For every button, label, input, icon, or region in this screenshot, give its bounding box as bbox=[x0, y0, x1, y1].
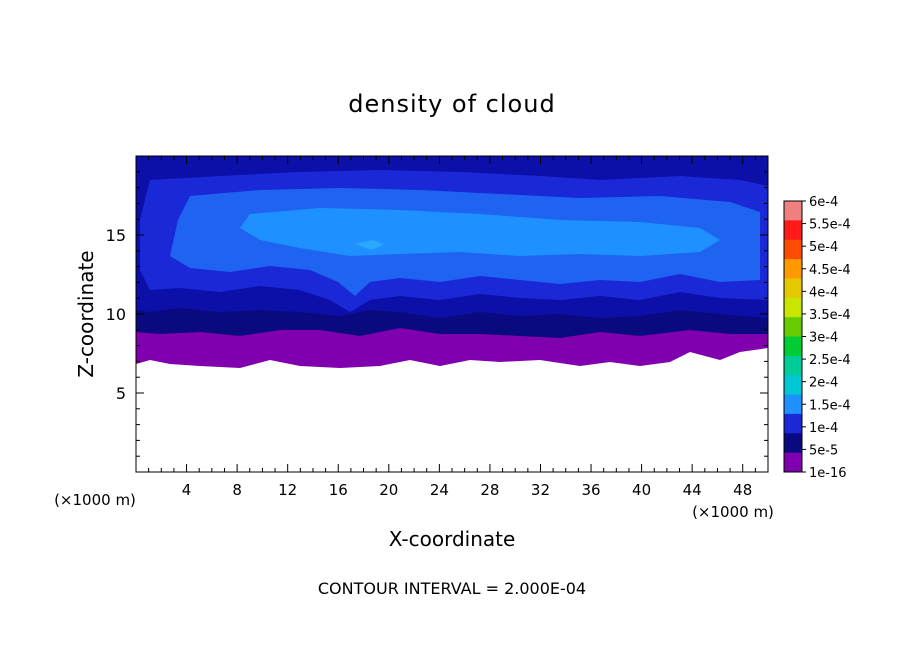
x-tick-label: 48 bbox=[733, 481, 752, 499]
y-tick-label: 15 bbox=[106, 226, 126, 245]
x-tick-label: 40 bbox=[632, 481, 651, 499]
x-axis: 4 8 12 16 20 24 28 32 36 40 44 48 bbox=[148, 156, 756, 499]
colorbar-swatch bbox=[784, 259, 802, 279]
colorbar-label: 1e-16 bbox=[809, 466, 847, 481]
colorbar-swatch bbox=[784, 201, 802, 221]
colorbar-label: 2.5e-4 bbox=[809, 353, 851, 368]
colorbar-label: 5.5e-4 bbox=[809, 218, 851, 233]
chart-title: density of cloud bbox=[348, 90, 555, 118]
plot-field bbox=[136, 156, 768, 472]
colorbar-swatch bbox=[784, 394, 802, 415]
colorbar-label: 4e-4 bbox=[809, 285, 838, 300]
colorbar-swatch bbox=[784, 355, 802, 376]
colorbar: 6e-4 5.5e-4 5e-4 4.5e-4 4e-4 3.5e-4 3e-4 2.5e-4… bbox=[783, 195, 851, 481]
colorbar-swatch bbox=[784, 375, 802, 396]
x-unit-label-left: (×1000 m) bbox=[54, 491, 136, 509]
x-tick-label: 16 bbox=[329, 481, 348, 499]
x-tick-label: 12 bbox=[278, 481, 297, 499]
colorbar-swatch bbox=[784, 239, 802, 260]
colorbar-swatch bbox=[784, 433, 802, 454]
colorbar-swatch bbox=[784, 413, 802, 434]
x-tick-label: 4 bbox=[182, 481, 192, 499]
x-tick-label: 32 bbox=[531, 481, 550, 499]
colorbar-label: 1e-4 bbox=[809, 421, 838, 436]
x-tick-label: 28 bbox=[480, 481, 499, 499]
colorbar-swatch bbox=[784, 336, 802, 357]
x-tick-label: 20 bbox=[379, 481, 398, 499]
colorbar-label: 2e-4 bbox=[809, 376, 838, 391]
x-tick-label: 24 bbox=[430, 481, 449, 499]
y-tick-label: 10 bbox=[106, 305, 126, 324]
colorbar-label: 6e-4 bbox=[809, 195, 838, 210]
y-axis: 5 10 15 bbox=[106, 171, 768, 457]
colorbar-label: 3e-4 bbox=[809, 331, 838, 346]
x-tick-label: 44 bbox=[683, 481, 702, 499]
colorbar-label: 5e-4 bbox=[809, 240, 838, 255]
colorbar-swatch bbox=[784, 220, 802, 241]
x-tick-label: 8 bbox=[232, 481, 242, 499]
colorbar-label: 5e-5 bbox=[809, 443, 838, 458]
colorbar-label: 1.5e-4 bbox=[809, 398, 851, 413]
colorbar-swatch bbox=[784, 452, 802, 473]
x-unit-label-right: (×1000 m) bbox=[692, 503, 774, 521]
colorbar-swatch bbox=[784, 317, 802, 337]
cloud-core-max-region bbox=[355, 240, 384, 250]
colorbar-label: 4.5e-4 bbox=[809, 263, 851, 278]
y-tick-label: 5 bbox=[116, 384, 126, 403]
x-tick-label: 36 bbox=[581, 481, 600, 499]
y-axis-title: Z-coordinate bbox=[74, 250, 98, 377]
x-axis-title: X-coordinate bbox=[389, 527, 516, 551]
colorbar-label: 3.5e-4 bbox=[809, 308, 851, 323]
colorbar-swatch bbox=[784, 278, 802, 299]
colorbar-swatch bbox=[784, 297, 802, 318]
contour-interval-note: CONTOUR INTERVAL = 2.000E-04 bbox=[318, 579, 586, 598]
